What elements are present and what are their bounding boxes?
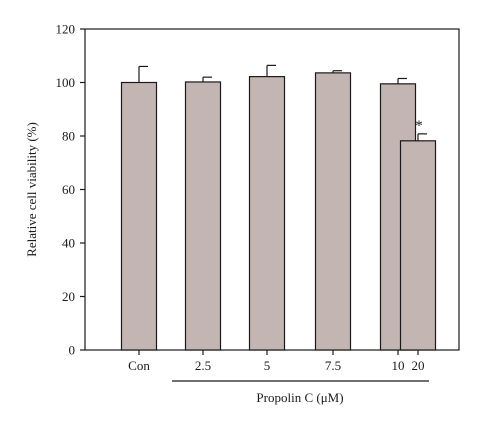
y-tick-label-40: 40 bbox=[62, 236, 75, 251]
x-tick-label-5: 5 bbox=[264, 358, 271, 373]
y-tick-label-120: 120 bbox=[56, 22, 76, 37]
bar-20 bbox=[399, 140, 437, 351]
bar-5 bbox=[248, 76, 286, 351]
bar-2.5 bbox=[184, 81, 222, 351]
bar-7.5 bbox=[314, 72, 352, 351]
bar-Con bbox=[120, 81, 158, 351]
bars-group bbox=[120, 72, 437, 351]
error-bars-group: * bbox=[138, 64, 427, 141]
x-tick-label-10: 10 bbox=[392, 358, 405, 373]
y-tick-label-60: 60 bbox=[62, 182, 75, 197]
y-tick-label-80: 80 bbox=[62, 129, 75, 144]
x-tick-label-Con: Con bbox=[128, 358, 150, 373]
x-tick-label-7.5: 7.5 bbox=[325, 358, 341, 373]
x-tick-label-2.5: 2.5 bbox=[195, 358, 211, 373]
y-axis: 0 20 40 60 80 100 120 bbox=[56, 22, 85, 358]
significance-marker-20: * bbox=[415, 118, 423, 134]
x-axis-title: Propolin C (μM) bbox=[256, 390, 343, 405]
y-axis-title: Relative cell viability (%) bbox=[24, 122, 39, 257]
x-tick-label-20: 20 bbox=[412, 358, 425, 373]
y-tick-label-0: 0 bbox=[69, 343, 76, 358]
y-tick-label-100: 100 bbox=[56, 75, 76, 90]
x-axis: Con 2.5 5 7.5 10 20 bbox=[128, 350, 425, 373]
y-tick-label-20: 20 bbox=[62, 289, 75, 304]
